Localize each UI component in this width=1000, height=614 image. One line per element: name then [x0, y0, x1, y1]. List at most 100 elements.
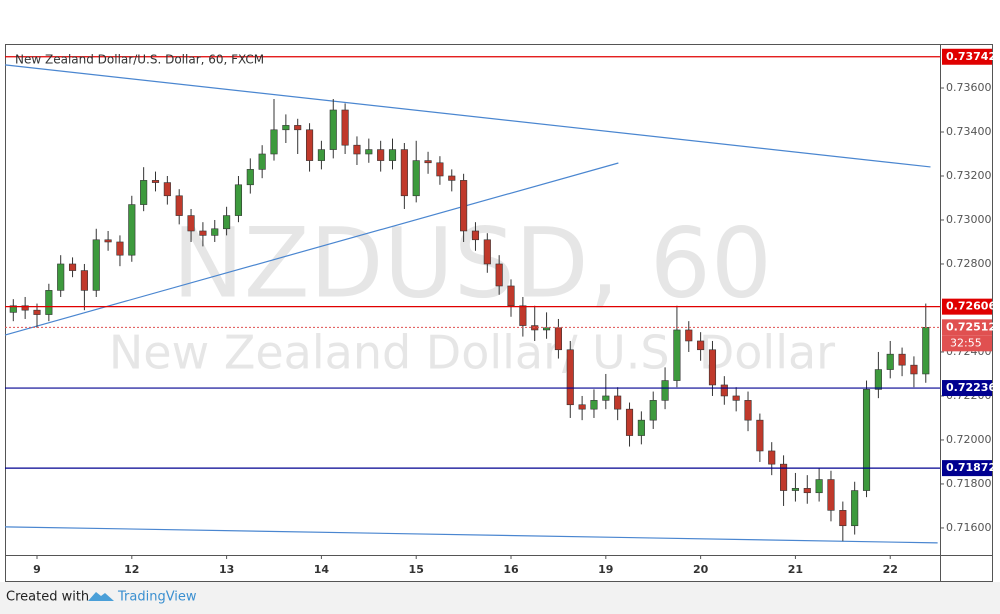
- candle-body: [57, 263, 65, 291]
- candle-body: [661, 380, 669, 401]
- candle-body: [685, 329, 693, 342]
- y-tick-label: 0.72000: [946, 433, 992, 446]
- last-price-box: [942, 319, 992, 336]
- watermark: NZDUSD, 60: [172, 207, 772, 319]
- x-tick-label: 19: [598, 563, 613, 576]
- candle-body: [649, 400, 657, 421]
- candle-body: [294, 125, 302, 131]
- x-tick-label: 13: [219, 563, 234, 576]
- candle-body: [460, 180, 468, 232]
- level-box: [942, 380, 992, 397]
- x-tick-label: 21: [788, 563, 803, 576]
- candle-body: [365, 149, 373, 155]
- candle-body: [128, 204, 136, 256]
- candle-body: [495, 263, 503, 287]
- candle-body: [21, 305, 29, 311]
- level-box: [942, 298, 992, 315]
- candle-body: [697, 340, 705, 351]
- x-tick-label: 22: [883, 563, 898, 576]
- candle-body: [519, 305, 527, 326]
- level-label: 0.72606: [946, 300, 996, 313]
- level-label: 0.73742: [946, 50, 996, 63]
- candle-body: [199, 230, 207, 236]
- chart-title: New Zealand Dollar/U.S. Dollar, 60, FXCM: [15, 53, 264, 67]
- last-price-label: 0.72512: [946, 320, 996, 333]
- candle-body: [566, 349, 574, 406]
- y-tick-label: 0.73600: [946, 81, 992, 94]
- candle-body: [448, 175, 456, 181]
- x-tick-label: 20: [693, 563, 709, 576]
- candle-body: [246, 169, 254, 186]
- candle-body: [412, 160, 420, 197]
- candle-body: [803, 488, 811, 494]
- footer-logo[interactable]: [88, 592, 114, 601]
- x-tick-label: 12: [124, 563, 139, 576]
- candle-body: [104, 239, 112, 243]
- candle-body: [329, 109, 337, 150]
- y-tick-label: 0.73400: [946, 125, 992, 138]
- candle-body: [116, 241, 124, 256]
- footer-bar: [0, 582, 1000, 614]
- footer-brand[interactable]: TradingView: [117, 590, 197, 605]
- candle-body: [377, 149, 385, 161]
- candle-body: [151, 180, 160, 183]
- candle-body: [554, 327, 562, 351]
- candle-body: [507, 285, 515, 307]
- candle-body: [673, 329, 681, 381]
- countdown: 32:55: [950, 336, 982, 349]
- candle-body: [720, 384, 728, 397]
- watermark-subtitle: New Zealand Dollar/ U.S. Dollar: [109, 326, 835, 380]
- candle-body: [270, 129, 278, 155]
- x-tick-label: 16: [503, 563, 519, 576]
- level-box: [942, 460, 992, 477]
- trend-line: [4, 64, 931, 168]
- candle-body: [886, 353, 894, 370]
- x-tick-label: 15: [409, 563, 424, 576]
- candle-body: [436, 162, 444, 177]
- candle-body: [791, 488, 799, 491]
- y-tick-label: 0.73200: [946, 169, 992, 182]
- trend-line: [4, 526, 938, 544]
- candle-body: [258, 153, 266, 170]
- footer-prefix: Created with: [6, 590, 89, 605]
- candle-body: [708, 349, 717, 386]
- level-box: [942, 48, 992, 65]
- candle-body: [839, 510, 847, 527]
- candle-body: [341, 109, 349, 146]
- y-tick-label: 0.72800: [946, 257, 992, 270]
- candle-body: [223, 215, 231, 230]
- candle-body: [163, 182, 171, 197]
- candle-body: [578, 404, 586, 410]
- candle-body: [353, 144, 361, 155]
- candle-body: [68, 263, 77, 271]
- candle-body: [211, 228, 219, 236]
- candle-body: [33, 309, 41, 315]
- candle-body: [45, 290, 53, 315]
- x-tick-label: 9: [33, 563, 41, 576]
- candle-body: [756, 419, 764, 452]
- y-tick-label: 0.71600: [946, 521, 992, 534]
- candle-body: [388, 149, 397, 161]
- candle-body: [483, 239, 491, 265]
- candle-body: [815, 479, 823, 494]
- candle-body: [625, 408, 634, 436]
- level-label: 0.71872: [946, 461, 996, 474]
- candle-body: [282, 125, 290, 131]
- level-label: 0.72236: [946, 381, 996, 394]
- candle-body: [234, 184, 243, 216]
- candle-body: [637, 419, 645, 436]
- candle-body: [768, 450, 776, 465]
- candle-body: [471, 230, 480, 241]
- candle-body: [140, 180, 148, 205]
- candle-body: [910, 364, 918, 375]
- candle-body: [187, 215, 195, 232]
- y-tick-label: 0.73000: [946, 213, 992, 226]
- candle-body: [175, 195, 183, 216]
- candle-body: [851, 490, 859, 527]
- candle-body: [80, 270, 88, 291]
- candle-body: [614, 395, 622, 410]
- candle-body: [424, 160, 432, 164]
- candle-body: [92, 239, 100, 291]
- candle-body: [862, 389, 871, 491]
- x-tick-label: 14: [314, 563, 330, 576]
